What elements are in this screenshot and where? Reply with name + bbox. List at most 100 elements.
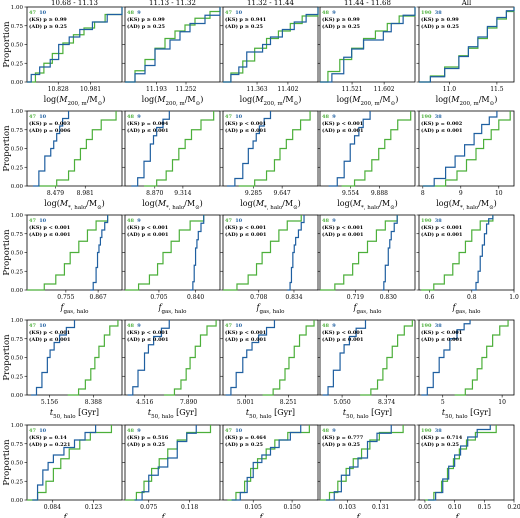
x-tick-label: 5.156: [41, 399, 58, 406]
count-blue: 9: [137, 428, 141, 434]
x-tick-label: 1.0: [509, 294, 519, 301]
x-tick-label: 0.15: [478, 504, 492, 511]
y-tick-label: 0.50: [11, 43, 24, 49]
x-tick-label: 11.363: [247, 86, 268, 93]
x-tick-label: 9.285: [245, 190, 262, 197]
cdf-line-green: [262, 320, 315, 396]
y-axis-label: Proportion: [2, 229, 12, 276]
y-tick-label: 1.00: [11, 423, 24, 429]
ks-pvalue: (KS) p = 0.003: [29, 120, 71, 127]
cdf-line-blue: [422, 111, 498, 187]
x-tick-label: 7.890: [180, 399, 197, 406]
cdf-panel: 0.00 0.25 0.50 0.75 1.00 0.084 0.123 47 10(KS) p…: [11, 423, 123, 518]
x-tick-label: 0.123: [85, 504, 102, 511]
count-blue: 9: [332, 10, 336, 16]
ad-pvalue: (AD) p ≤ 0.001: [225, 336, 267, 343]
cdf-line-green: [320, 7, 416, 83]
cdf-panel: 0.00 0.25 0.50 0.75 1.00 5.156 8.388 47 10(KS) p…: [11, 318, 123, 420]
ks-pvalue: (KS) p = 0.002: [421, 120, 463, 127]
ad-pvalue: (AD) p = 0.221: [29, 441, 71, 448]
ad-pvalue: (AD) p ≥ 0.25: [29, 23, 68, 30]
cdf-line-blue: [223, 7, 319, 83]
x-axis-label: fgas, halo: [256, 303, 286, 315]
count-green: 47: [29, 114, 36, 120]
y-tick-label: 0.00: [11, 393, 24, 399]
x-axis-label: log(M200, m/M⊙): [240, 95, 302, 107]
count-green: 48: [322, 218, 329, 224]
x-axis-label: log(M200, m/M⊙): [44, 95, 106, 107]
x-tick-label: 9: [459, 190, 463, 197]
count-green: 48: [127, 114, 134, 120]
cdf-panel: 9.554 9.888 48 9(KS) p < 0.001(AD) p ≤ 0.00…: [317, 110, 416, 211]
x-tick-label: 8.374: [378, 399, 395, 406]
y-tick-label: 0.50: [11, 251, 24, 257]
x-axis-label: fb, halo: [259, 513, 283, 518]
x-axis-label: fb, halo: [356, 513, 380, 518]
ks-pvalue: (KS) p ≥ 0.99: [322, 16, 360, 23]
x-tick-label: 0.834: [285, 294, 302, 301]
cdf-line-green: [360, 320, 413, 396]
cdf-panel: 0.719 0.830 48 9(KS) p < 0.001(AD) p ≤ 0.00…: [317, 214, 416, 315]
ad-pvalue: (AD) p ≥ 0.25: [322, 23, 361, 30]
cdf-line-blue: [127, 320, 170, 396]
ks-pvalue: (KS) p = 0.714: [421, 434, 463, 441]
cdf-line-blue: [225, 320, 276, 396]
y-axis-label: Proportion: [2, 21, 12, 68]
x-tick-label: 0.20: [507, 504, 520, 511]
cdf-line-blue: [27, 7, 123, 83]
cdf-panel: 11.193 11.252 48 9(KS) p ≥ 0.99(AD) p ≥ 0.2…: [122, 6, 221, 107]
cdf-line-blue: [287, 215, 305, 291]
ks-pvalue: (KS) p < 0.001: [322, 120, 363, 127]
x-axis-label: fb, halo: [161, 513, 185, 518]
count-blue: 9: [332, 323, 336, 329]
x-axis-label: log(M*, halo/M⊙): [337, 199, 398, 211]
ad-pvalue: (AD) p ≤ 0.001: [421, 336, 463, 343]
cdf-panel: 5.050 8.374 48 9(KS) p < 0.001(AD) p ≤ 0.00…: [317, 319, 416, 420]
ad-pvalue: (AD) p ≥ 0.25: [225, 23, 264, 30]
x-axis-label: fb, halo: [63, 513, 87, 518]
ks-pvalue: (KS) p < 0.001: [127, 224, 168, 231]
ks-pvalue: (KS) p = 0.464: [225, 434, 267, 441]
ks-pvalue: (KS) p < 0.001: [322, 224, 363, 231]
cdf-panel: 9.285 9.647 47 10(KS) p < 0.001(AD) p ≤ 0.0…: [220, 110, 319, 211]
cdf-line-green: [238, 111, 311, 187]
x-axis-label: fgas, halo: [158, 303, 188, 315]
ad-pvalue: (AD) p ≤ 0.001: [225, 231, 267, 238]
cdf-panel: 0.00 0.25 0.50 0.75 1.00 10.828 10.981 47 10(KS)…: [11, 5, 123, 107]
column-title: 11.44 - 11.68: [344, 0, 391, 7]
x-tick-label: 0.8: [467, 294, 477, 301]
ks-pvalue: (KS) p < 0.001: [29, 329, 70, 336]
count-blue: 10: [235, 218, 242, 224]
x-tick-label: 0.708: [250, 294, 267, 301]
x-tick-label: 0.075: [140, 504, 157, 511]
cdf-line-blue: [419, 7, 515, 83]
y-tick-label: 0.75: [11, 232, 24, 238]
y-tick-label: 0.00: [11, 80, 24, 86]
y-tick-label: 1.00: [11, 213, 24, 219]
x-tick-label: 9.554: [342, 190, 359, 197]
count-blue: 10: [39, 323, 46, 329]
x-axis-label: log(M*, halo/M⊙): [44, 199, 105, 211]
count-blue: 9: [332, 114, 336, 120]
x-axis-label: log(M*, halo/M⊙): [240, 199, 301, 211]
count-blue: 10: [39, 218, 46, 224]
count-blue: 9: [137, 323, 141, 329]
ks-pvalue: (KS) p ≥ 0.941: [225, 16, 266, 23]
cdf-line-blue: [131, 111, 170, 187]
y-tick-label: 0.00: [11, 288, 24, 294]
ad-pvalue: (AD) p ≤ 0.001: [29, 231, 71, 238]
count-green: 190: [421, 218, 432, 224]
ad-pvalue: (AD) p ≤ 0.001: [127, 231, 169, 238]
x-tick-label: 8.251: [280, 399, 297, 406]
cdf-panel: 5 10 190 38(KS) p < 0.001(AD) p ≤ 0.001 t50,…: [416, 319, 515, 420]
cdf-line-blue: [226, 111, 272, 187]
cdf-line-blue: [231, 425, 302, 501]
x-axis-label: fb, halo: [455, 513, 479, 518]
x-axis-label: t50, halo [Gyr]: [442, 408, 491, 420]
cdf-panel: 11.363 11.402 47 10(KS) p ≥ 0.941(AD) p ≥ 0…: [220, 6, 319, 107]
count-green: 47: [29, 218, 36, 224]
count-green: 47: [225, 114, 232, 120]
y-tick-label: 1.00: [11, 318, 24, 324]
y-tick-label: 0.25: [11, 374, 24, 380]
y-tick-label: 0.75: [11, 442, 24, 448]
